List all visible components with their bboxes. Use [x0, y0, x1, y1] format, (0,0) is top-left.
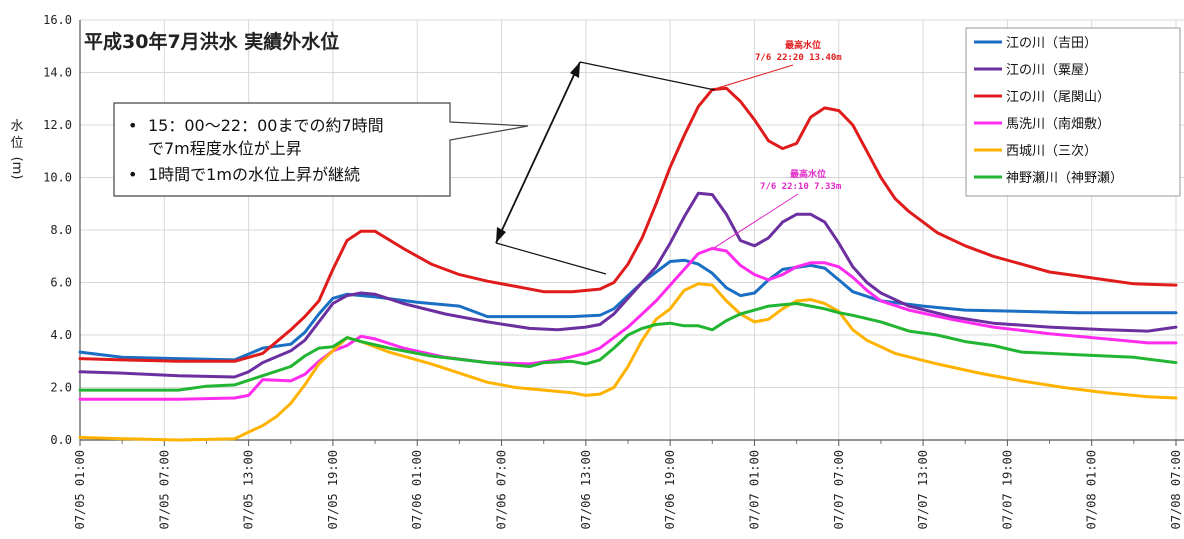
y-tick-label: 10.0	[43, 171, 72, 185]
x-tick-label: 07/06 19:00	[663, 450, 677, 529]
y-tick-label: 12.0	[43, 118, 72, 132]
y-tick-label: 16.0	[43, 13, 72, 27]
bullet-1-marker: •	[128, 116, 137, 135]
x-tick-label: 07/07 07:00	[832, 450, 846, 529]
x-tick-label: 07/05 19:00	[326, 450, 340, 529]
axes	[79, 20, 1184, 446]
peak-value: 7/6 22:20 13.40m	[755, 53, 842, 63]
legend-label: 江の川（吉田）	[1006, 36, 1097, 51]
peak-annotations: 最高水位 7/6 22:20 13.40m 最高水位 7/6 22:10 7.33m	[714, 39, 842, 249]
x-tick-label: 07/05 13:00	[242, 450, 256, 529]
legend-label: 神野瀬川（神野瀬）	[1006, 171, 1123, 186]
annotation-box: • 15：00～22：00までの約7時間 で7m程度水位が上昇 • 1時間で1m…	[113, 102, 529, 197]
y-tick-label: 14.0	[43, 66, 72, 80]
x-tick-label: 07/05 01:00	[73, 450, 87, 529]
peak-value: 7/6 22:10 7.33m	[760, 182, 842, 192]
y-tick-label: 4.0	[50, 328, 72, 342]
x-tick-labels: 07/05 01:00 07/05 07:00 07/05 13:00 07/05 1…	[73, 450, 1183, 529]
legend-label: 馬洗川（南畑敷）	[1006, 116, 1110, 132]
y-tick-label: 2.0	[50, 381, 72, 395]
y-tick-label: 0.0	[50, 433, 72, 447]
series-line-5	[78, 282, 1178, 442]
bullet-1-line-2: で7m程度水位が上昇	[148, 139, 302, 158]
peak-label: 最高水位	[790, 168, 826, 180]
x-tick-label: 07/08 01:00	[1085, 450, 1099, 529]
peak-leader-line	[714, 193, 799, 249]
x-tick-label: 07/06 13:00	[579, 450, 593, 529]
x-tick-label: 07/06 01:00	[410, 450, 424, 529]
legend-label: 西城川（三次）	[1006, 143, 1097, 159]
x-tick-label: 07/07 19:00	[1000, 450, 1014, 529]
series-line-6	[78, 302, 1178, 392]
series-lines	[78, 86, 1178, 442]
series-line-2	[78, 191, 1178, 379]
rise-arrow	[495, 61, 716, 275]
y-axis-label-2: 位	[10, 136, 23, 151]
series-line-3	[78, 86, 1178, 363]
y-tick-label: 8.0	[50, 223, 72, 237]
y-tick-label: 6.0	[50, 276, 72, 290]
y-axis-label-1: 水	[10, 119, 23, 134]
x-tick-label: 07/08 07:00	[1169, 450, 1183, 529]
x-tick-label: 07/07 01:00	[747, 450, 761, 529]
legend-label: 江の川（尾関山）	[1006, 90, 1110, 105]
series-line-1	[78, 258, 1178, 362]
peak-label: 最高水位	[785, 39, 821, 51]
bullet-1-line-1: 15：00～22：00までの約7時間	[148, 116, 384, 135]
y-axis-label-3: (m)	[9, 157, 24, 180]
legend: 江の川（吉田） 江の川（粟屋） 江の川（尾関山） 馬洗川（南畑敷） 西城川（三次） 神野瀬…	[965, 27, 1181, 197]
x-tick-label: 07/07 13:00	[916, 450, 930, 529]
y-axis-label: 水 位 (m)	[9, 119, 24, 179]
chart-title: 平成30年7月洪水 実績外水位	[84, 30, 339, 53]
x-tick-label: 07/05 07:00	[157, 450, 171, 529]
bullet-2-text: 1時間で1mの水位上昇が継続	[148, 165, 360, 184]
bullet-2-marker: •	[128, 165, 137, 184]
series-line-4	[78, 246, 1178, 401]
legend-label: 江の川（粟屋）	[1006, 63, 1097, 78]
peak-leader-line	[716, 64, 794, 89]
y-tick-labels: 0.0 2.0 4.0 6.0 8.0 10.0 12.0 14.0 16.0	[43, 13, 72, 447]
annotation-callout	[113, 102, 529, 197]
x-tick-label: 07/06 07:00	[495, 450, 509, 529]
